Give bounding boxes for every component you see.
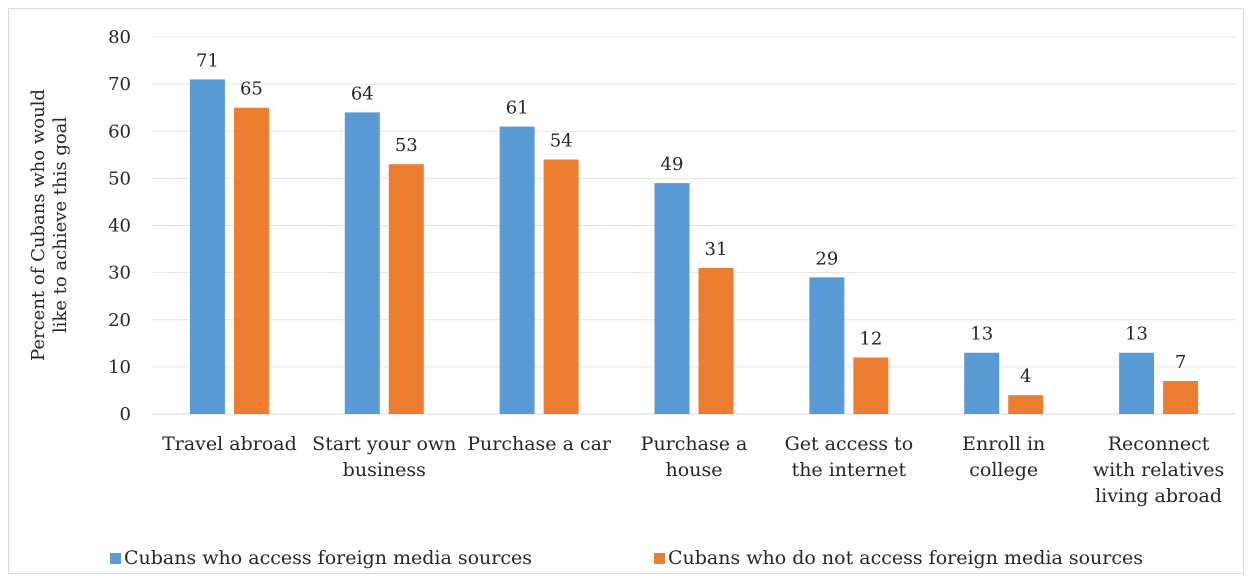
legend-swatch [110,553,121,564]
x-tick-label: Get access to the internet [785,433,914,481]
data-label: 31 [705,239,728,260]
bar [853,357,889,414]
y-tick-label: 80 [108,27,131,48]
x-tick-label-line: Travel abroad [162,433,297,455]
bar [698,267,734,414]
x-tick-label: Enroll in college [962,433,1045,481]
data-label: 71 [196,50,219,71]
x-tick-label: Start your own business [312,433,456,481]
y-tick-label: 0 [120,404,131,425]
x-tick-label-line: business [343,459,426,481]
y-tick-label: 70 [108,74,131,95]
data-label: 29 [815,248,838,269]
x-tick-label-line: house [666,459,723,481]
y-tick-label: 30 [108,263,131,284]
legend-swatch [654,553,665,564]
x-tick-label-line: college [969,459,1038,481]
bar [964,352,1000,414]
bar [1008,395,1044,414]
y-axis-title-line: like to achieve this goal [50,117,71,334]
data-label: 64 [351,83,374,104]
x-tick-label-line: Reconnect [1108,433,1210,455]
x-tick-label-line: with relatives [1093,459,1224,481]
data-label: 65 [240,79,263,100]
bar [233,107,269,414]
bar [1163,381,1199,414]
y-tick-label: 20 [108,310,131,331]
data-label: 61 [506,98,529,119]
data-label: 4 [1020,366,1031,387]
x-tick-label-line: living abroad [1095,485,1222,507]
y-axis-title: Percent of Cubans who wouldlike to achie… [28,89,71,361]
legend-label: Cubans who access foreign media sources [124,547,532,569]
bar [344,112,380,415]
x-tick-label-line: Purchase a car [467,433,612,455]
y-axis-label: Percent of Cubans who wouldlike to achie… [28,89,71,361]
bar [189,79,225,414]
x-tick-label: Travel abroad [162,433,297,455]
x-tick-label: Purchase a car [467,433,612,455]
bar [499,126,535,414]
data-label: 13 [970,324,993,345]
y-tick-labels: 0 10 20 30 40 50 60 70 80 [108,27,131,425]
legend: Cubans who access foreign media sources C… [110,547,1143,569]
x-tick-label-line: Purchase a [641,433,748,455]
bar [543,159,579,414]
bar [809,277,845,414]
y-axis-title-line: Percent of Cubans who would [28,89,49,361]
x-tick-labels: Travel abroad Start your own business Purch… [162,433,1224,507]
y-tick-label: 40 [108,216,131,237]
data-label: 13 [1125,324,1148,345]
legend-label: Cubans who do not access foreign media s… [668,547,1143,569]
x-tick-label: Reconnect with relatives living abroad [1093,433,1224,507]
x-tick-label-line: the internet [792,459,907,481]
grid-lines [152,36,1236,415]
data-label: 7 [1175,352,1186,373]
y-tick-label: 60 [108,121,131,142]
data-label: 54 [550,131,573,152]
data-label: 49 [661,154,684,175]
bars [189,79,1199,415]
x-tick-label-line: Enroll in [962,433,1045,455]
data-label: 53 [395,135,418,156]
data-labels: 71 65 64 53 61 54 49 31 29 12 13 4 13 7 [196,50,1186,387]
bar [654,183,690,414]
x-tick-label: Purchase a house [641,433,748,481]
chart-frame [8,8,1244,574]
x-tick-label-line: Get access to [785,433,914,455]
bar [1119,352,1155,414]
data-label: 12 [859,328,882,349]
y-tick-label: 50 [108,168,131,189]
y-tick-label: 10 [108,357,131,378]
x-tick-label-line: Start your own [312,433,456,455]
bar [388,164,424,414]
